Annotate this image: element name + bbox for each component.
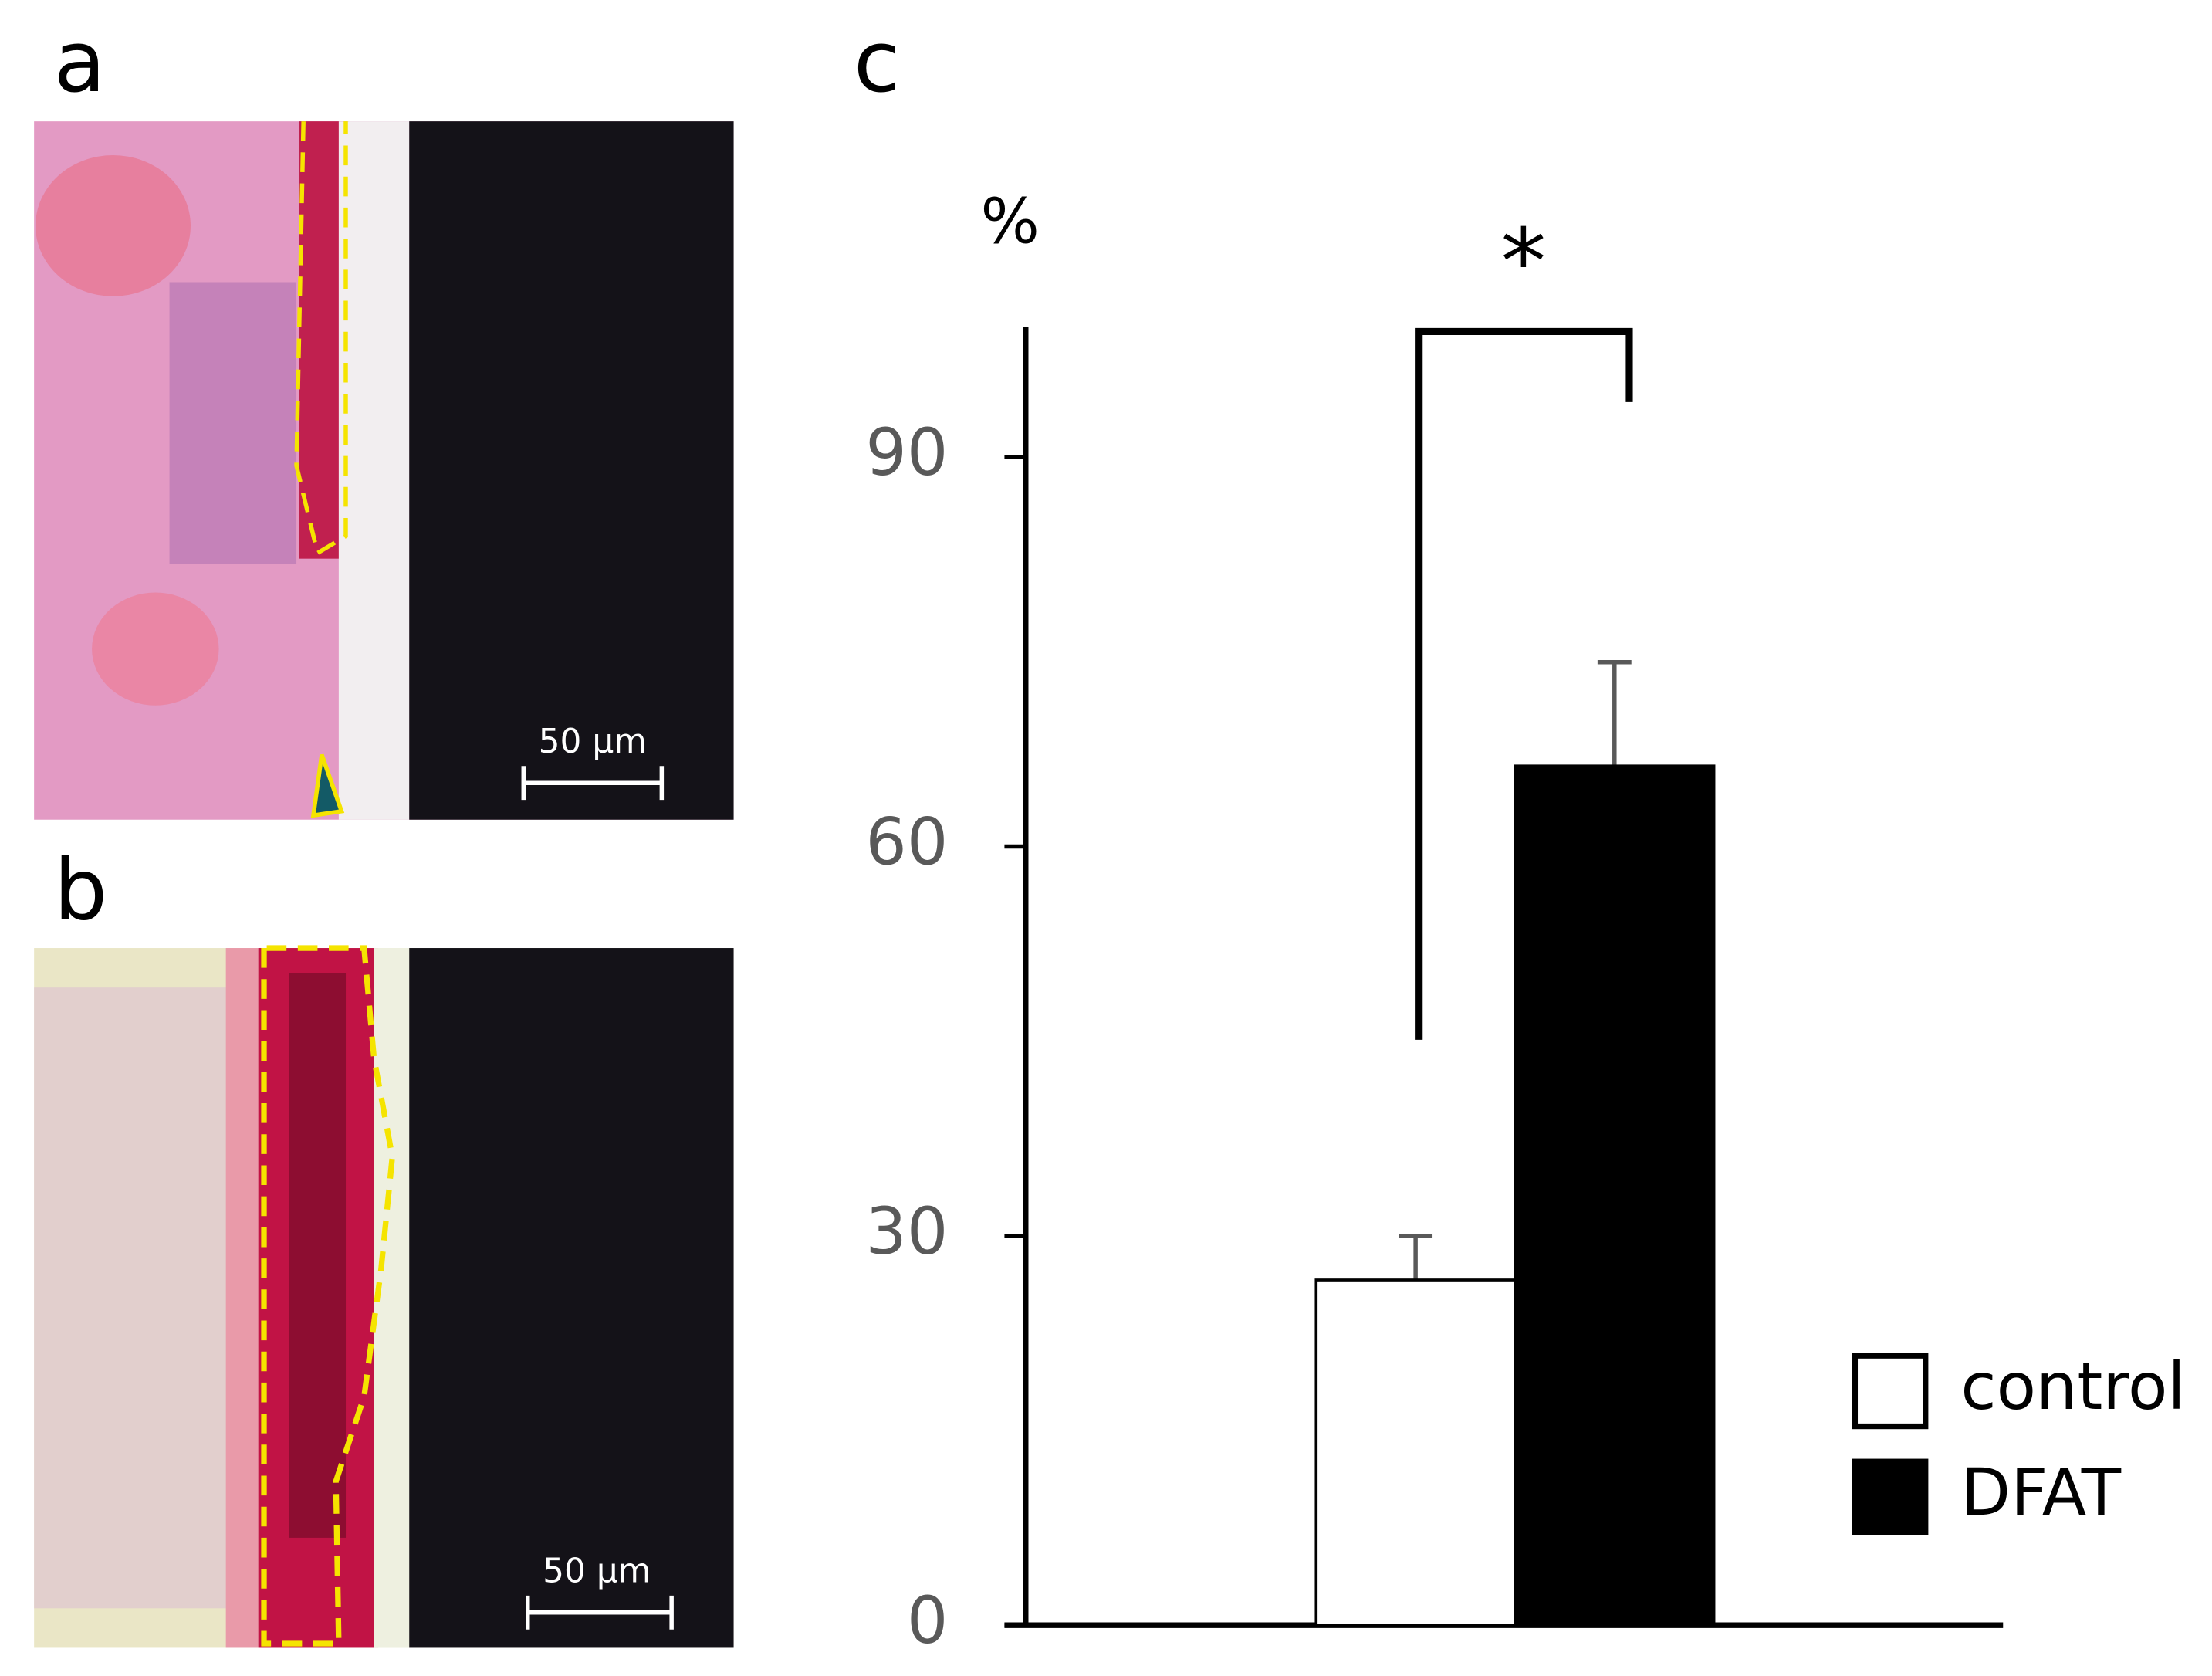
y-tick-label: 0 <box>907 1583 948 1658</box>
significance-bracket <box>1415 327 1633 1040</box>
legend-swatch <box>1852 1353 1929 1430</box>
significance-label: * <box>1501 208 1546 314</box>
scale-bar-label: 50 µm <box>539 722 647 761</box>
y-tick-label: 30 <box>865 1194 948 1269</box>
panel-label: b <box>54 841 108 940</box>
legend-label: control <box>1960 1349 2185 1424</box>
y-axis-label: % <box>981 185 1040 257</box>
bar <box>1514 764 1716 1627</box>
micrograph <box>34 121 734 820</box>
panel-label: c <box>854 12 900 111</box>
micrograph <box>34 945 734 1648</box>
bar <box>1314 1278 1517 1627</box>
y-tick-label: 60 <box>865 804 948 879</box>
panel-label: a <box>54 12 106 111</box>
legend-swatch <box>1852 1458 1929 1535</box>
chart: c % * 0 30 60 90 control DFAT <box>854 12 2186 1658</box>
scale-bar-label: 50 µm <box>543 1552 651 1591</box>
y-tick-label: 90 <box>865 415 948 490</box>
legend-label: DFAT <box>1960 1454 2121 1530</box>
